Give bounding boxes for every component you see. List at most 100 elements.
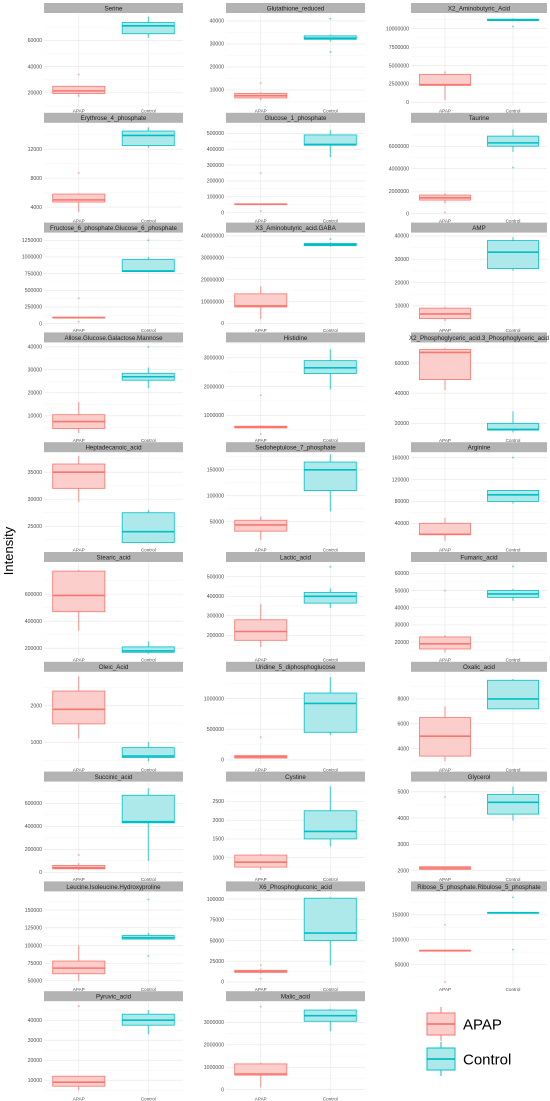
iqr-box xyxy=(52,570,106,613)
box-apap xyxy=(419,589,471,653)
outlier-point xyxy=(512,456,514,459)
iqr-box xyxy=(303,461,357,492)
iqr-box xyxy=(303,897,357,941)
panel: Succinic_acid 0 200000 400000 600000 APAP Cont… xyxy=(25,771,183,882)
x-tick-label: Control xyxy=(323,987,338,992)
x-tick-label: Control xyxy=(141,218,156,223)
iqr-box xyxy=(303,692,357,733)
outlier-point xyxy=(329,17,332,20)
panel: Malic_acid 0 1000000 2000000 3000000 APAP Cont… xyxy=(204,991,365,1101)
box-apap xyxy=(52,945,106,981)
box-apap xyxy=(52,455,106,502)
panel-strip xyxy=(44,661,183,672)
y-tick-label: 40000 xyxy=(28,345,43,351)
box-control xyxy=(303,349,357,390)
panel-strip xyxy=(411,332,547,343)
panel-strip xyxy=(44,991,183,1002)
box-control xyxy=(487,565,539,601)
panel-title: Ribose_5_phosphate.Ribulose_5_phosphate xyxy=(417,884,541,891)
y-tick-label: 35000 xyxy=(28,470,43,476)
panel-strip xyxy=(226,112,365,123)
y-tick-label: 1000 xyxy=(212,856,224,862)
y-tick-label: 300000 xyxy=(207,163,224,169)
y-tick-label: 150000 xyxy=(392,913,409,919)
y-tick-label: 0 xyxy=(221,1088,224,1094)
panel-title: Fructose_6_phosphate.Glucose_6_phosphate xyxy=(50,225,177,232)
y-tick-label: 40000 xyxy=(395,521,410,527)
panel-strip xyxy=(226,3,365,13)
x-tick-label: APAP xyxy=(73,987,85,992)
y-tick-label: 2000000 xyxy=(204,1043,224,1049)
outlier-point xyxy=(77,1005,80,1008)
box-control xyxy=(121,127,175,148)
y-tick-label: 200000 xyxy=(207,633,224,639)
box-apap xyxy=(234,172,288,212)
outlier-point xyxy=(259,210,262,212)
y-tick-label: 30000000 xyxy=(201,255,224,261)
panel: Sedoheptulose_7_phosphate 50000 100000 1500… xyxy=(207,442,365,553)
x-tick-label: APAP xyxy=(439,218,451,223)
outlier-point xyxy=(512,948,514,951)
panel: Allose.Glucose.Galactose.Mannose 10000 200… xyxy=(28,332,183,443)
x-tick-label: APAP xyxy=(255,218,267,223)
panel-strip xyxy=(44,442,183,453)
x-tick-label: Control xyxy=(141,658,156,663)
box-control xyxy=(303,897,357,966)
panel-strip xyxy=(226,552,365,562)
outlier-point xyxy=(444,923,446,926)
y-tick-label: 400000 xyxy=(207,594,224,600)
y-tick-label: 0 xyxy=(221,980,224,986)
box-apap xyxy=(234,516,288,541)
plot-area xyxy=(411,892,547,985)
y-tick-label: 20000 xyxy=(395,421,410,427)
box-control xyxy=(487,896,539,951)
iqr-box xyxy=(234,1063,288,1076)
y-tick-label: 300000 xyxy=(207,614,224,620)
panel-strip xyxy=(411,222,547,233)
iqr-box xyxy=(487,240,539,269)
y-tick-label: 30000 xyxy=(395,257,410,263)
outlier-point xyxy=(259,977,262,980)
y-tick-label: 6000 xyxy=(397,722,409,728)
panel-strip xyxy=(411,661,547,672)
x-tick-label: Control xyxy=(506,328,521,333)
panel-strip xyxy=(226,661,365,672)
legend-label: APAP xyxy=(463,1017,502,1034)
panel: Cystine 1000 1500 2000 2500 APAP Control xyxy=(212,771,365,882)
x-tick-label: Control xyxy=(141,438,156,443)
y-tick-label: 600000 xyxy=(25,801,42,807)
panel: Fructose_6_phosphate.Glucose_6_phosphate… xyxy=(22,222,183,333)
x-tick-label: Control xyxy=(141,767,156,772)
outlier-point xyxy=(259,172,262,174)
y-tick-label: 1000000 xyxy=(22,255,42,261)
y-tick-label: 7500000 xyxy=(389,45,409,51)
x-tick-label: Control xyxy=(141,877,156,882)
box-control xyxy=(121,788,175,861)
panel-title: Leucine.Isoleucine.Hydroxyproline xyxy=(66,884,161,891)
y-tick-label: 1000 xyxy=(30,740,42,746)
box-control xyxy=(121,742,175,762)
outlier-point xyxy=(444,796,446,798)
iqr-box xyxy=(419,73,471,86)
box-control xyxy=(303,566,357,609)
outlier-point xyxy=(512,565,514,568)
outlier-point xyxy=(329,238,332,240)
y-tick-label: 10000 xyxy=(28,414,43,420)
iqr-box xyxy=(121,646,175,653)
y-tick-label: 30000 xyxy=(395,623,410,629)
x-tick-label: APAP xyxy=(73,548,85,553)
y-tick-label: 200000 xyxy=(207,179,224,185)
panel-strip xyxy=(226,222,365,233)
outlier-point xyxy=(512,25,514,28)
iqr-box xyxy=(487,490,539,502)
panel-strip xyxy=(411,881,547,892)
box-control xyxy=(121,510,175,543)
panel-title: X2_Aminobutyric_Acid xyxy=(448,5,511,12)
panel: Glycerol 2000 3000 4000 5000 APAP Control xyxy=(397,771,547,882)
y-tick-label: 160000 xyxy=(392,455,409,461)
outlier-point xyxy=(77,172,80,174)
panel-title: Serine xyxy=(105,5,123,12)
panel-strip xyxy=(44,112,183,123)
box-apap xyxy=(52,569,106,631)
iqr-box xyxy=(234,293,288,308)
